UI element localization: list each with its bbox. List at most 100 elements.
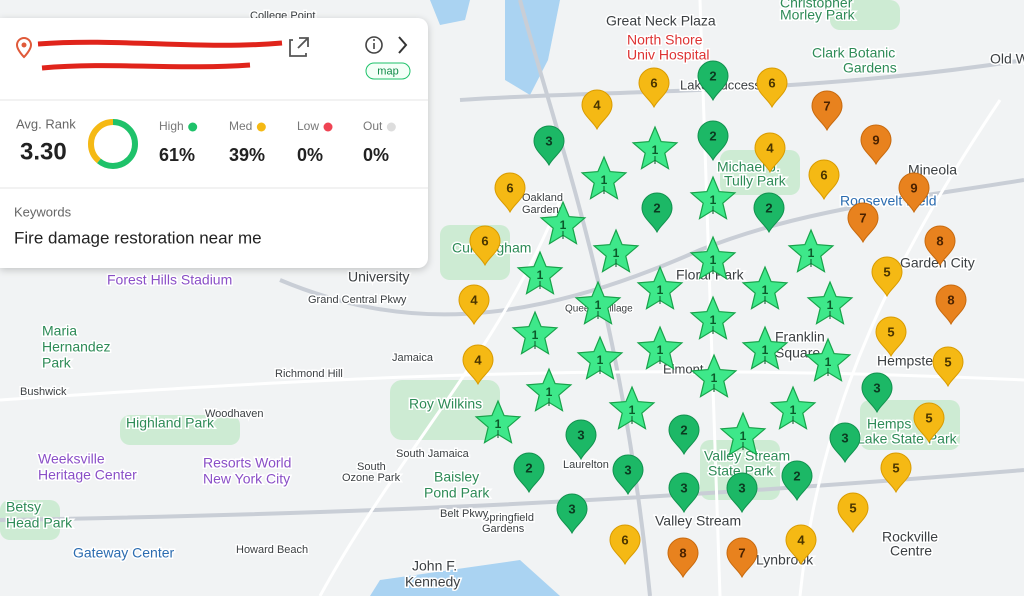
rank-label: 1 [613, 246, 620, 260]
rank-pin [458, 284, 490, 326]
rank-pin [880, 452, 912, 494]
rank-pin [609, 524, 641, 566]
place-label: Clark Botanic [812, 45, 895, 61]
stat-dot [323, 122, 333, 132]
stat-dot [386, 122, 396, 132]
map-button[interactable] [365, 62, 411, 80]
place-label: Oakland [522, 192, 563, 204]
place-label: Forest Hills Stadium [107, 272, 232, 288]
rank-label: 3 [568, 501, 575, 516]
place-label: State Park [708, 463, 774, 479]
rank-label: 4 [766, 140, 774, 155]
rank-label: 6 [621, 532, 628, 547]
rank-pin [726, 472, 758, 514]
rank-pin [861, 372, 893, 414]
rank-label: 3 [624, 462, 631, 477]
place-label: Univ Hospital [627, 47, 709, 63]
rank-label: 1 [711, 371, 718, 385]
place-label: Garden City [900, 255, 975, 271]
rank-label: 2 [680, 422, 687, 437]
rank-label: 1 [597, 353, 604, 367]
park [390, 380, 500, 440]
rank-label: 5 [925, 410, 932, 425]
rank-label: 5 [849, 500, 856, 515]
rank-label: 5 [892, 460, 899, 475]
stat-label: Low [297, 119, 319, 133]
info-icon[interactable] [365, 36, 383, 54]
place-label: Pond Park [424, 485, 490, 501]
rank-label: 3 [841, 430, 848, 445]
map-button-label[interactable]: map [377, 65, 398, 77]
place-label: Head Park [6, 515, 73, 531]
rank-label: 4 [593, 97, 601, 112]
rank-label: 1 [657, 343, 664, 357]
rank-label: 1 [827, 298, 834, 312]
place-label: New York City [203, 471, 290, 487]
place-label: Ozone Park [342, 472, 401, 484]
donut-segment [88, 119, 138, 169]
external-link-icon[interactable] [289, 37, 309, 57]
place-label: Floral Park [676, 267, 745, 283]
rank-label: 7 [823, 98, 830, 113]
rank-pin [756, 67, 788, 109]
rank-label: 1 [560, 218, 567, 232]
rank-donut [88, 119, 138, 169]
rank-pin [697, 60, 729, 102]
place-label: Howard Beach [236, 544, 308, 556]
highway [0, 468, 1024, 522]
place-label: Franklin [775, 329, 825, 345]
rank-pin [641, 192, 673, 234]
place-label: Betsy [6, 499, 41, 515]
place-label: Morley Park [780, 7, 856, 23]
rank-label: 1 [710, 193, 717, 207]
place-label: Richmond Hill [275, 368, 343, 380]
rank-label: 3 [738, 480, 745, 495]
rank-label: 1 [595, 298, 602, 312]
stat-value: 0% [297, 145, 323, 165]
rank-label: 1 [657, 283, 664, 297]
stat-dot [256, 122, 266, 132]
rank-label: 8 [679, 545, 686, 560]
rank-pin [829, 422, 861, 464]
place-label: Old W [990, 51, 1024, 67]
rank-pin [469, 225, 501, 267]
rank-pin [533, 125, 565, 167]
rank-label: 2 [653, 200, 660, 215]
place-label: Highland Park [126, 415, 215, 431]
park [700, 440, 780, 500]
info-icon-dot [373, 39, 375, 41]
place-label: Weeksville [38, 451, 105, 467]
rank-label: 1 [601, 173, 608, 187]
place-label: South [357, 461, 386, 473]
park [720, 150, 800, 195]
rank-label: 4 [470, 292, 478, 307]
rank-pin [581, 89, 613, 131]
place-label: Laurelton [563, 459, 609, 471]
place-label: Belt Pkwy [440, 508, 489, 520]
rank-label: 6 [820, 167, 827, 182]
rank-pin [668, 472, 700, 514]
place-label: Hempstead [877, 353, 949, 369]
rank-label: 1 [762, 283, 769, 297]
rank-pin [811, 90, 843, 132]
rank-label: 1 [710, 253, 717, 267]
location-icon [15, 36, 33, 59]
rank-label: 8 [936, 233, 943, 248]
parks [0, 0, 960, 540]
place-label: Lake State Park [857, 431, 958, 447]
rank-pin [837, 492, 869, 534]
rank-pin [565, 419, 597, 461]
avg-rank-label: Avg. Rank [16, 116, 76, 131]
place-label: Grand Central Pkwy [308, 294, 407, 306]
rank-pin [753, 192, 785, 234]
place-label: Valley Stream [704, 448, 790, 464]
rank-pin [726, 537, 758, 579]
chevron-icon[interactable] [398, 36, 408, 54]
place-label: Woodhaven [205, 408, 264, 420]
place-label: Hemps [867, 416, 911, 432]
rank-label: 2 [525, 460, 532, 475]
road [318, 199, 562, 596]
water [370, 560, 560, 596]
place-label: Hernandez [42, 339, 111, 355]
rank-label: 1 [537, 268, 544, 282]
